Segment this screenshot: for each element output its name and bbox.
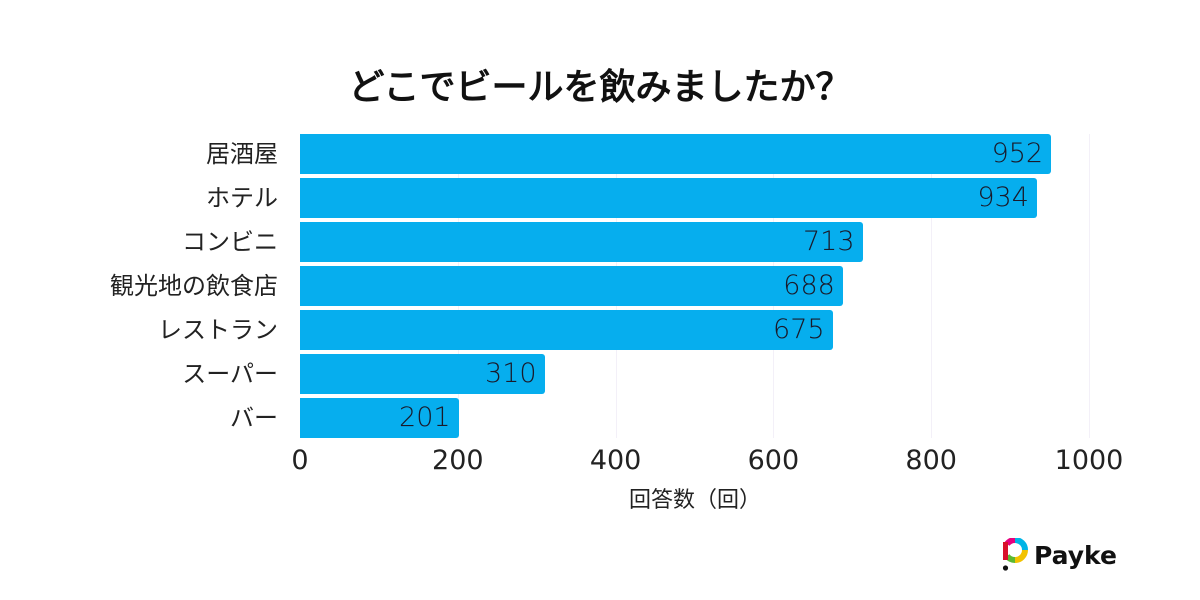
bar-value-label: 688 bbox=[783, 270, 835, 301]
x-axis-label: 回答数（回） bbox=[628, 488, 761, 513]
category-label: 居酒屋 bbox=[206, 140, 278, 168]
payke-logo-icon bbox=[1002, 537, 1028, 572]
bar: 310 bbox=[300, 354, 545, 394]
brand-name: Payke bbox=[1034, 540, 1117, 570]
bar: 675 bbox=[300, 310, 833, 350]
category-label: バー bbox=[230, 404, 278, 432]
x-tick-label: 200 bbox=[432, 445, 484, 476]
x-tick-label: 1000 bbox=[1054, 445, 1124, 476]
bar-value-label: 675 bbox=[773, 314, 825, 345]
x-tick-label: 400 bbox=[589, 445, 642, 476]
category-label: レストラン bbox=[158, 316, 278, 344]
category-label: ホテル bbox=[206, 184, 278, 212]
bar-value-label: 201 bbox=[399, 402, 451, 433]
category-label: コンビニ bbox=[182, 228, 278, 256]
category-label: スーパー bbox=[182, 360, 278, 388]
bar-value-label: 952 bbox=[991, 138, 1044, 169]
bar-value-label: 934 bbox=[977, 182, 1029, 213]
payke-logo: Payke bbox=[1002, 537, 1117, 572]
bar-value-label: 310 bbox=[485, 358, 537, 389]
chart-title: どこでビールを飲みましたか？ bbox=[348, 67, 852, 108]
bar: 713 bbox=[300, 222, 863, 262]
plot-area: 952 934 713 688 675 310 201 bbox=[300, 134, 1090, 438]
gridline-800 bbox=[931, 134, 932, 438]
category-label: 観光地の飲食店 bbox=[110, 272, 278, 300]
x-tick-label: 800 bbox=[905, 445, 957, 476]
x-tick-label: 0 bbox=[291, 445, 309, 476]
bar: 201 bbox=[300, 398, 459, 438]
bar: 952 bbox=[300, 134, 1052, 174]
gridline-1000 bbox=[1089, 134, 1090, 438]
x-tick-label: 600 bbox=[747, 445, 800, 476]
bar: 934 bbox=[300, 178, 1037, 218]
bar: 688 bbox=[300, 266, 843, 306]
bar-value-label: 713 bbox=[803, 226, 855, 257]
